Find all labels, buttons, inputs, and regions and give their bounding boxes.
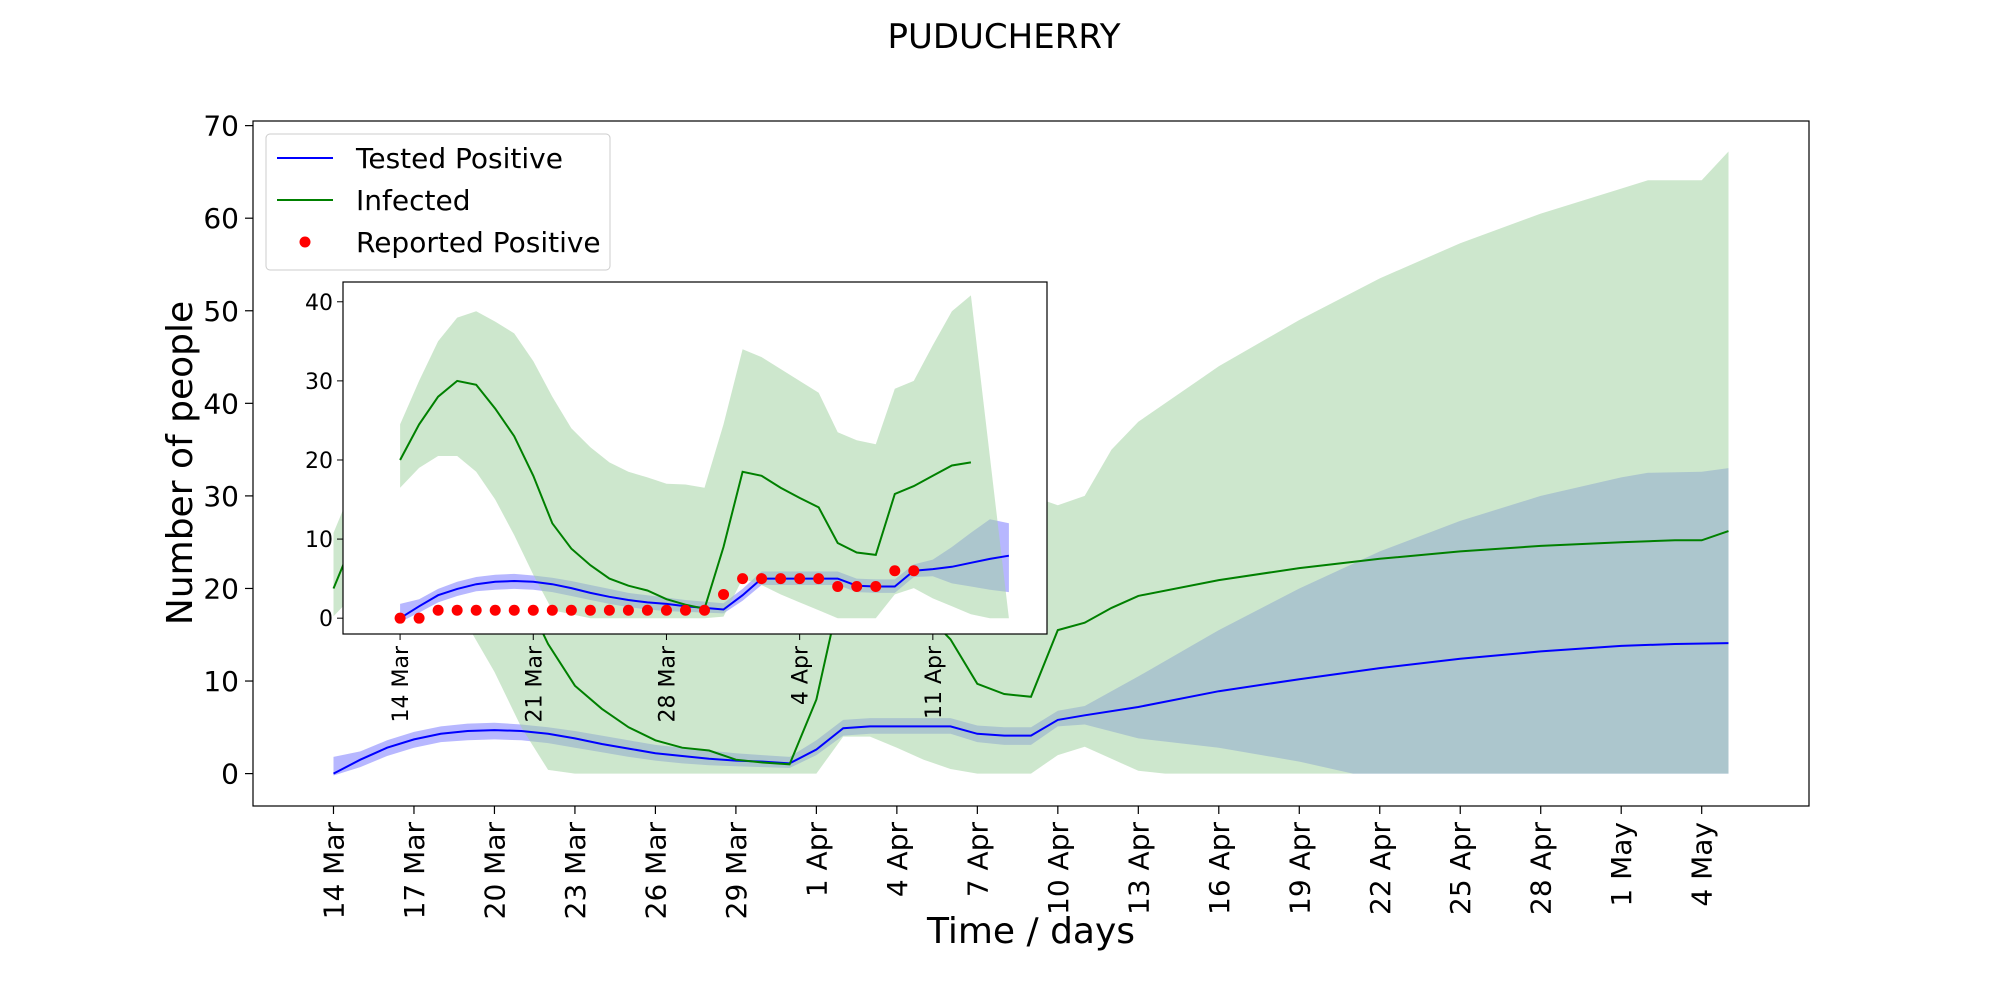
x-tick-label: 4 May: [1686, 822, 1719, 907]
y-tick-label: 0: [221, 758, 239, 791]
legend-label: Reported Positive: [356, 226, 601, 259]
legend-label: Tested Positive: [355, 142, 563, 175]
reported-positive-point: [889, 565, 901, 577]
reported-positive-point: [870, 581, 882, 593]
x-tick-label: 1 Apr: [800, 822, 833, 898]
reported-positive-point: [641, 604, 653, 616]
inset-plot-area: [394, 295, 1010, 624]
inset-y-tick-label: 20: [305, 449, 333, 474]
y-axis-label: Number of people: [160, 301, 201, 625]
x-tick-label: 4 Apr: [881, 822, 914, 898]
x-tick-label: 13 Apr: [1122, 822, 1155, 915]
inset-frame: [342, 281, 1048, 635]
reported-positive-point: [908, 565, 920, 577]
inset-y-tick-label: 10: [305, 528, 333, 553]
y-tick-label: 20: [203, 572, 239, 605]
reported-positive-point: [775, 573, 787, 585]
infected-line: [399, 379, 972, 610]
inset-chart: 0 10 20 30 40 14 Mar 21 Mar 28 Mar 4 Apr 11 Apr: [305, 281, 1048, 723]
x-tick-label: 10 Apr: [1042, 822, 1075, 915]
reported-positive-point: [813, 573, 825, 585]
inset-x-tick-label: 11 Apr: [922, 645, 947, 719]
x-tick-label: 26 Mar: [639, 822, 672, 920]
reported-positive-point: [546, 604, 558, 616]
reported-positive-point: [660, 604, 672, 616]
reported-positive-point: [622, 604, 634, 616]
inset-x-tick-label: 14 Mar: [389, 645, 414, 722]
x-tick-label: 23 Mar: [559, 822, 592, 920]
legend-box: [265, 133, 611, 271]
reported-positive-point: [756, 573, 768, 585]
y-tick-label: 10: [203, 665, 239, 698]
reported-positive-point: [394, 612, 406, 624]
reported-positive-point: [584, 604, 596, 616]
x-tick-label: 29 Mar: [720, 822, 753, 920]
reported-positive-point: [679, 604, 691, 616]
inset-y-tick-label: 40: [305, 291, 333, 316]
reported-positive-point: [832, 581, 844, 593]
reported-positive-point: [432, 604, 444, 616]
legend-label: Infected: [356, 184, 470, 217]
reported-positive-point: [603, 604, 615, 616]
reported-positive-point: [737, 573, 749, 585]
legend: Tested Positive Infected Reported Positive: [265, 133, 611, 271]
tested-positive-line: [333, 642, 1729, 775]
inset-x-tick-label: 4 Apr: [789, 645, 814, 705]
reported-positive-point: [451, 604, 463, 616]
legend-swatch: [299, 236, 311, 248]
reported-positive-point: [413, 612, 425, 624]
inset-x-tick-label: 28 Mar: [655, 645, 680, 722]
x-tick-label: 19 Apr: [1283, 822, 1316, 915]
reported-positive-point: [508, 604, 520, 616]
x-tick-label: 16 Apr: [1203, 822, 1236, 915]
reported-positive-point: [527, 604, 539, 616]
plot-frame: [252, 120, 1810, 807]
x-tick-label: 25 Apr: [1444, 822, 1477, 915]
x-tick-label: 7 Apr: [961, 822, 994, 898]
x-tick-label: 17 Mar: [398, 822, 431, 920]
reported-positive-point: [489, 604, 501, 616]
reported-positive-point: [699, 604, 711, 616]
inset-y-tick-label: 30: [305, 370, 333, 395]
y-tick-label: 70: [203, 110, 239, 143]
x-tick-label: 22 Apr: [1364, 822, 1397, 915]
x-tick-label: 1 May: [1605, 822, 1638, 907]
x-tick-label: 20 Mar: [478, 822, 511, 920]
y-tick-label: 30: [203, 480, 239, 513]
x-axis-label: Time / days: [926, 911, 1135, 952]
reported-positive-point: [470, 604, 482, 616]
reported-positive-point: [794, 573, 806, 585]
reported-positive-point: [565, 604, 577, 616]
inset-x-tick-label: 21 Mar: [522, 645, 547, 722]
y-tick-label: 40: [203, 387, 239, 420]
y-tick-label: 50: [203, 295, 239, 328]
x-tick-label: 28 Apr: [1525, 822, 1558, 915]
y-tick-label: 60: [203, 202, 239, 235]
infected-band: [400, 295, 1009, 619]
chart-title: PUDUCHERRY: [887, 17, 1120, 57]
reported-positive-point: [718, 588, 730, 600]
x-tick-label: 14 Mar: [317, 822, 350, 920]
inset-y-tick-label: 0: [319, 607, 333, 632]
reported-positive-point: [851, 581, 863, 593]
